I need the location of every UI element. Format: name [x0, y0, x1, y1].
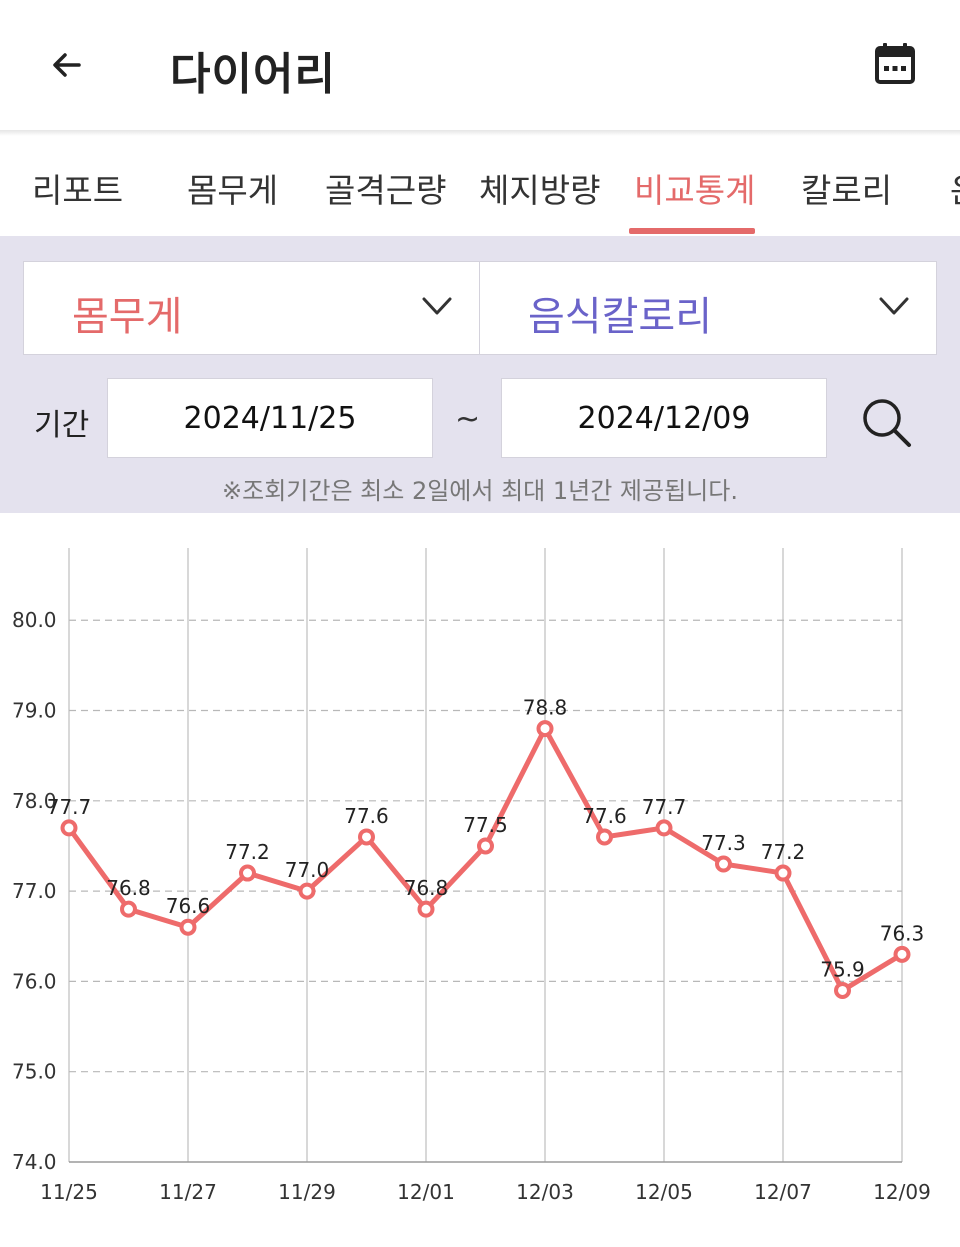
start-date-field[interactable]: 2024/11/25	[107, 378, 433, 458]
end-date-field[interactable]: 2024/12/09	[501, 378, 827, 458]
data-label: 77.2	[225, 840, 270, 864]
arrow-left-icon	[53, 53, 81, 77]
chart-axis-labels: 74.0 75.0 76.0 77.0 78.0 79.0 80.0 11/25 11/27 11…	[12, 608, 931, 1204]
tab-skeletal-muscle[interactable]: 골격근량	[325, 171, 447, 210]
x-tick-label: 12/01	[397, 1180, 455, 1204]
data-label: 78.8	[523, 696, 568, 720]
back-button[interactable]	[44, 42, 90, 88]
data-label: 77.2	[761, 840, 806, 864]
chart-value-labels: 77.7 76.8 76.6 77.2 77.0 77.6 76.8 77.5 78.8 77.6…	[47, 696, 925, 982]
right-metric-value: 음식칼로리	[528, 294, 712, 340]
data-label: 77.3	[701, 831, 746, 855]
page-title: 다이어리	[170, 49, 336, 100]
y-tick-label: 78.0	[12, 789, 57, 813]
data-point	[893, 945, 911, 963]
tab-report[interactable]: 리포트	[32, 171, 124, 210]
data-point	[60, 819, 78, 837]
tab-weight[interactable]: 몸무게	[187, 171, 279, 210]
data-label: 77.5	[463, 813, 508, 837]
search-button[interactable]	[858, 394, 914, 450]
search-icon	[863, 399, 911, 447]
period-note: ※조회기간은 최소 2일에서 최대 1년간 제공됩니다.	[222, 477, 738, 505]
tab-bar: 리포트 몸무게 골격근량 체지방량 비교통계 칼로리 운	[0, 136, 960, 236]
chevron-down-icon	[422, 297, 452, 315]
tab-body-fat[interactable]: 체지방량	[479, 171, 601, 210]
data-label: 76.8	[404, 876, 449, 900]
weight-chart: 74.0 75.0 76.0 77.0 78.0 79.0 80.0 11/25 11/27 11…	[0, 513, 960, 1243]
data-point	[417, 900, 435, 918]
data-point	[477, 837, 494, 855]
y-tick-label: 75.0	[12, 1060, 57, 1084]
data-point	[536, 720, 554, 738]
chart-points	[60, 720, 911, 999]
x-tick-label: 12/07	[754, 1180, 812, 1204]
y-tick-label: 79.0	[12, 699, 57, 723]
y-tick-label: 80.0	[12, 608, 57, 632]
data-point	[834, 981, 851, 999]
date-separator: ~	[455, 402, 481, 437]
chart-grid	[68, 548, 903, 1163]
data-point	[596, 828, 613, 846]
data-label: 77.6	[582, 804, 627, 828]
data-point	[298, 882, 316, 900]
filter-panel: 몸무게 음식칼로리 기간 2024/11/25 ~ 2024/12/09 ※조회…	[0, 236, 960, 513]
data-point	[655, 819, 673, 837]
data-point	[179, 918, 197, 936]
right-metric-select[interactable]: 음식칼로리	[479, 261, 937, 355]
x-tick-label: 11/29	[278, 1180, 336, 1204]
calendar-icon	[875, 43, 915, 84]
data-label: 77.7	[47, 795, 92, 819]
calendar-button[interactable]	[870, 40, 920, 90]
x-tick-label: 11/27	[159, 1180, 217, 1204]
y-tick-label: 76.0	[12, 969, 57, 993]
line-chart-svg: 74.0 75.0 76.0 77.0 78.0 79.0 80.0 11/25 11/27 11…	[12, 548, 931, 1204]
data-point	[774, 864, 792, 882]
data-label: 77.0	[285, 858, 330, 882]
left-metric-select[interactable]: 몸무게	[23, 261, 480, 355]
chevron-down-icon	[879, 297, 909, 315]
data-label: 77.7	[642, 795, 687, 819]
data-point	[715, 855, 732, 873]
data-label: 77.6	[344, 804, 389, 828]
active-tab-indicator	[629, 228, 755, 234]
y-tick-label: 74.0	[12, 1150, 57, 1174]
left-metric-value: 몸무게	[72, 294, 183, 340]
tab-calories[interactable]: 칼로리	[801, 171, 893, 210]
y-tick-label: 77.0	[12, 879, 57, 903]
data-label: 76.3	[880, 921, 925, 945]
data-label: 76.8	[106, 876, 151, 900]
x-tick-label: 12/03	[516, 1180, 574, 1204]
data-label: 75.9	[820, 957, 865, 981]
data-point	[120, 900, 137, 918]
data-label: 76.6	[166, 894, 211, 918]
x-tick-label: 12/09	[873, 1180, 931, 1204]
tab-exercise[interactable]: 운	[950, 164, 960, 212]
period-label: 기간	[34, 408, 90, 443]
app-bar-shadow	[0, 130, 960, 136]
data-point	[239, 864, 256, 882]
x-tick-label: 11/25	[40, 1180, 98, 1204]
tab-compare-stats[interactable]: 비교통계	[634, 171, 756, 210]
x-tick-label: 12/05	[635, 1180, 693, 1204]
app-bar: 다이어리	[0, 0, 960, 130]
data-point	[358, 828, 375, 846]
